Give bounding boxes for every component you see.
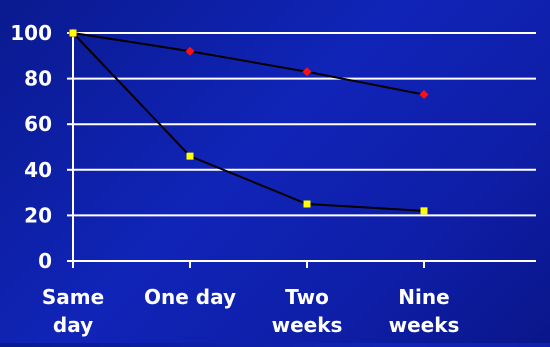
series-1-point-1 bbox=[186, 152, 194, 160]
series-0-line bbox=[72, 32, 425, 96]
y-tick-label-80: 80 bbox=[24, 67, 52, 91]
axes bbox=[67, 32, 536, 268]
series-0-point-3 bbox=[419, 90, 429, 100]
x-tick-labels: Same day One day Two weeks Nine weeks bbox=[42, 285, 460, 337]
series-0-point-1 bbox=[185, 46, 195, 56]
y-tick-label-100: 100 bbox=[10, 21, 52, 45]
gridlines bbox=[73, 32, 536, 217]
series-1-point-2 bbox=[303, 200, 311, 208]
series-1-point-3 bbox=[420, 207, 428, 215]
x-tick-label-3: Nine weeks bbox=[389, 285, 460, 337]
y-tick-labels: 0 20 40 60 80 100 bbox=[10, 21, 52, 273]
y-tick-label-40: 40 bbox=[24, 158, 52, 182]
x-tick-label-2: Two weeks bbox=[272, 285, 343, 337]
y-tick-label-60: 60 bbox=[24, 112, 52, 136]
y-tick-label-0: 0 bbox=[38, 249, 52, 273]
series-1-point-0 bbox=[69, 29, 77, 37]
series bbox=[68, 28, 429, 215]
series-1-line bbox=[72, 32, 425, 212]
x-tick-label-0: Same day bbox=[42, 285, 104, 337]
series-0-point-2 bbox=[302, 67, 312, 77]
y-tick-label-20: 20 bbox=[24, 203, 52, 227]
x-tick-label-1: One day bbox=[144, 285, 236, 309]
